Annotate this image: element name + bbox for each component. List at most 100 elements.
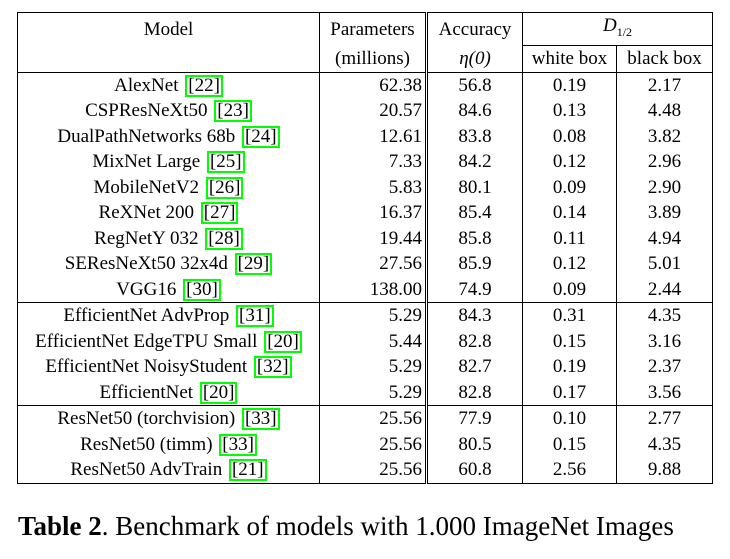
cell-white-box: 0.12 xyxy=(522,149,617,175)
cell-accuracy: 85.8 xyxy=(426,225,523,252)
header-accuracy-symbol: η(0) xyxy=(426,45,523,73)
citation-link[interactable]: [26] xyxy=(205,176,244,199)
cell-white-box: 0.08 xyxy=(522,123,617,150)
table-row: ResNet50 (timm) [33] 25.56 80.5 0.15 4.35 xyxy=(17,431,713,458)
cell-white-box: 0.13 xyxy=(522,98,617,124)
cell-black-box: 4.35 xyxy=(616,302,713,329)
citation-link[interactable]: [33] xyxy=(219,433,257,456)
cell-white-box: 0.15 xyxy=(522,328,617,355)
cell-white-box: 0.09 xyxy=(522,174,617,201)
citation-link[interactable]: [22] xyxy=(185,74,223,97)
cell-accuracy: 84.3 xyxy=(426,302,523,329)
citation-link[interactable]: [21] xyxy=(228,459,267,482)
cell-accuracy: 74.9 xyxy=(426,276,523,303)
model-name: EfficientNet EdgeTPU Small xyxy=(35,330,258,352)
table-row: AlexNet [22] 62.38 56.8 0.19 2.17 xyxy=(17,72,713,99)
model-name: VGG16 xyxy=(116,278,177,300)
cell-white-box: 0.14 xyxy=(522,200,617,226)
cell-parameters: 5.29 xyxy=(319,354,428,380)
model-name: SEResNeXt50 32x4d xyxy=(64,253,228,275)
header-white-box: white box xyxy=(522,45,617,73)
header-black-box: black box xyxy=(616,45,713,73)
cell-parameters: 25.56 xyxy=(319,431,428,458)
cell-accuracy: 77.9 xyxy=(426,405,523,432)
cell-white-box: 0.17 xyxy=(522,379,617,406)
citation-number: 24 xyxy=(251,125,271,147)
model-name: EfficientNet NoisyStudent xyxy=(45,356,248,378)
citation-link[interactable]: [20] xyxy=(199,381,238,404)
citation-number: 21 xyxy=(238,459,258,481)
cell-accuracy: 85.4 xyxy=(426,200,523,226)
model-name: RegNetY 032 xyxy=(94,227,199,249)
cell-white-box: 2.56 xyxy=(522,457,617,484)
cell-model: MixNet Large [25] xyxy=(17,149,320,175)
citation-number: 27 xyxy=(210,202,230,224)
citation-link[interactable]: [23] xyxy=(214,100,252,123)
citation-link[interactable]: [25] xyxy=(206,151,245,174)
table-row: EfficientNet [20] 5.29 82.8 0.17 3.56 xyxy=(17,379,713,406)
model-name: EfficientNet xyxy=(99,381,194,403)
citation-link[interactable]: [30] xyxy=(183,278,221,301)
cell-model: AlexNet [22] xyxy=(17,72,320,99)
citation-link[interactable]: [29] xyxy=(234,253,273,276)
cell-parameters: 5.83 xyxy=(319,174,428,201)
citation-number: 32 xyxy=(263,356,283,378)
cell-model: VGG16 [30] xyxy=(17,276,320,303)
citation-number: 20 xyxy=(273,330,293,352)
table-row: EfficientNet AdvProp [31] 5.29 84.3 0.31 4.3… xyxy=(17,302,713,329)
cell-accuracy: 56.8 xyxy=(426,72,523,99)
cell-accuracy: 82.7 xyxy=(426,354,523,380)
table-row: MobileNetV2 [26] 5.83 80.1 0.09 2.90 xyxy=(17,174,713,201)
header-model-blank xyxy=(17,45,320,73)
citation-link[interactable]: [32] xyxy=(253,356,292,379)
cell-white-box: 0.19 xyxy=(522,72,617,99)
citation-link[interactable]: [27] xyxy=(200,202,239,225)
table-row: EfficientNet NoisyStudent [32] 5.29 82.7 0.… xyxy=(17,354,713,380)
cell-accuracy: 84.6 xyxy=(426,98,523,124)
cell-black-box: 5.01 xyxy=(647,253,682,275)
cell-black-box: 3.82 xyxy=(647,125,682,147)
cell-white-box: 0.11 xyxy=(522,225,617,252)
citation-number: 25 xyxy=(216,151,236,173)
header-row-2: (millions) η(0) white box black box xyxy=(17,45,713,73)
cell-model: EfficientNet [20] xyxy=(17,379,320,406)
citation-number: 33 xyxy=(228,433,248,455)
cell-parameters: 19.44 xyxy=(319,225,428,252)
citation-link[interactable]: [33] xyxy=(241,408,280,431)
cell-accuracy: 83.8 xyxy=(426,123,523,150)
cell-black-box: 2.77 xyxy=(616,405,713,432)
header-accuracy: Accuracy xyxy=(426,12,523,46)
citation-number: 26 xyxy=(215,176,235,198)
citation-link[interactable]: [20] xyxy=(264,330,302,353)
cell-black-box: 4.35 xyxy=(647,433,682,455)
cell-accuracy: 82.8 xyxy=(426,328,523,355)
cell-model: ResNet50 AdvTrain [21] xyxy=(17,457,320,484)
cell-parameters: 16.37 xyxy=(319,200,428,226)
cell-model: CSPResNeXt50 [23] xyxy=(17,98,320,124)
citation-link[interactable]: [28] xyxy=(205,227,243,250)
cell-parameters: 25.56 xyxy=(319,457,428,484)
citation-link[interactable]: [31] xyxy=(235,305,274,328)
model-name: CSPResNeXt50 xyxy=(85,100,208,122)
table-row: SEResNeXt50 32x4d [29] 27.56 85.9 0.12 5.01 xyxy=(17,251,713,277)
model-name: ResNet50 AdvTrain xyxy=(70,459,223,481)
cell-parameters: 20.57 xyxy=(319,98,428,124)
citation-number: 29 xyxy=(243,253,263,275)
cell-parameters: 5.29 xyxy=(319,302,428,329)
cell-model: RegNetY 032 [28] xyxy=(17,225,320,252)
cell-parameters: 25.56 xyxy=(319,405,428,432)
model-name: ResNet50 (timm) xyxy=(80,433,213,455)
model-name: MixNet Large xyxy=(92,151,201,173)
d-subscript: 1/2 xyxy=(616,24,633,39)
cell-parameters: 5.29 xyxy=(319,379,428,406)
cell-black-box: 9.88 xyxy=(647,459,682,481)
citation-number: 33 xyxy=(251,408,271,430)
cell-black-box: 2.96 xyxy=(647,151,682,173)
citation-number: 20 xyxy=(209,381,229,403)
cell-black-box: 2.17 xyxy=(647,74,682,96)
cell-model: MobileNetV2 [26] xyxy=(17,174,320,201)
d-symbol: D xyxy=(602,15,617,36)
header-parameters: Parameters xyxy=(319,12,428,46)
citation-link[interactable]: [24] xyxy=(241,125,280,148)
